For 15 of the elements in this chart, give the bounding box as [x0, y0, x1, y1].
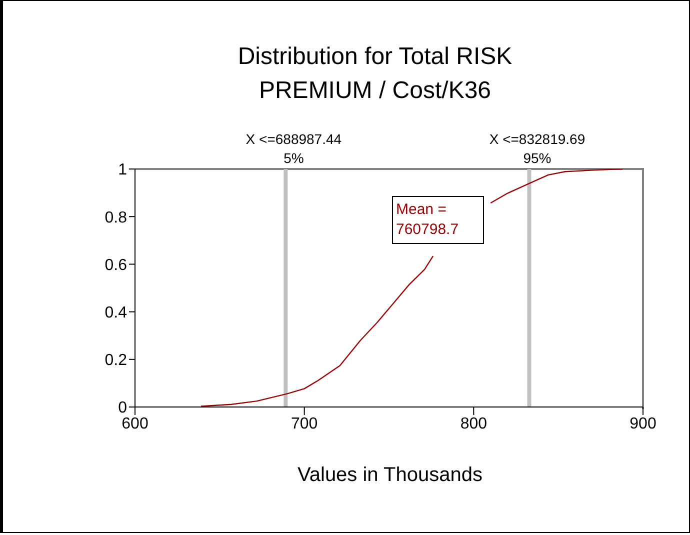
y-tick-label: 0.2	[104, 352, 128, 370]
y-tick-label: 0.6	[104, 256, 128, 274]
y-tick-label: 0.4	[104, 304, 128, 322]
x-tick-label: 800	[460, 415, 488, 432]
chart-title: Distribution for Total RISK PREMIUM / Cost/K36	[236, 42, 514, 106]
annotation: Mean = 760798.7	[392, 196, 484, 244]
y-tick-label: 0	[118, 400, 128, 417]
x-tick-label: 700	[290, 415, 318, 432]
x-tick-label: 900	[630, 415, 656, 432]
x-axis-title: Values in Thousands	[296, 464, 484, 487]
ref-line-label: X <=688987.44 5%	[246, 131, 342, 166]
ref-line-label: X <=832819.69 95%	[489, 131, 586, 166]
y-tick-label: 0.8	[104, 209, 128, 226]
x-tick-label: 600	[122, 415, 148, 432]
y-tick-label: 1	[118, 162, 128, 179]
